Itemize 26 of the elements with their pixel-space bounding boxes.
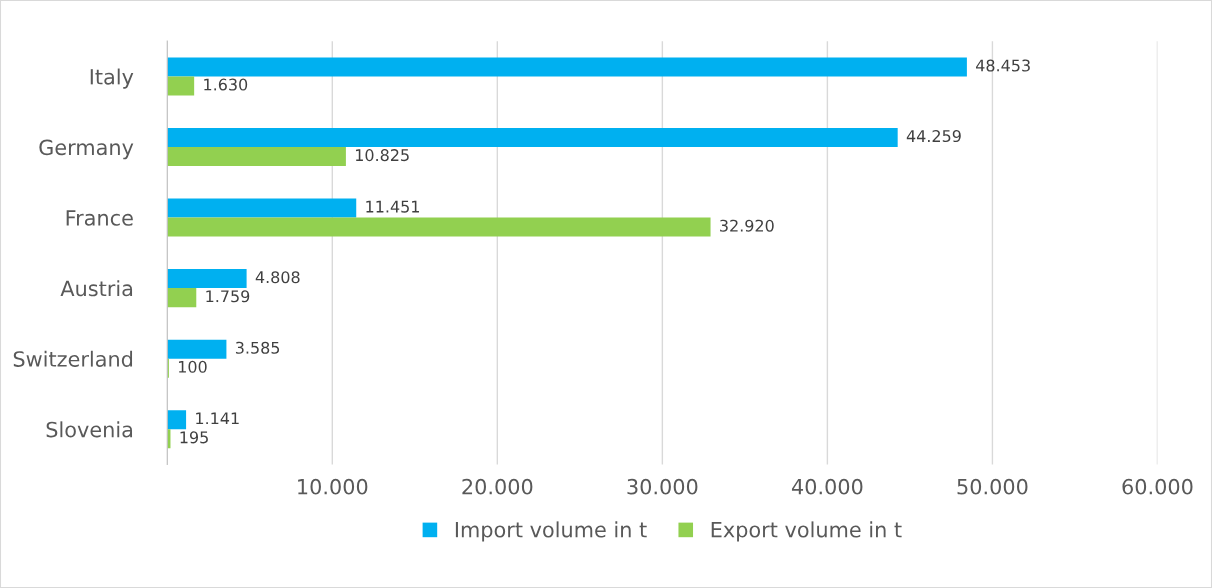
x-tick-label: 20.000 [462,478,533,495]
data-label: 1.759 [206,290,250,303]
x-tick-label: 10.000 [298,478,368,495]
y-tick-label: Switzerland [13,350,133,367]
y-tick-label: Germany [39,139,134,160]
data-label: 48.453 [976,59,1030,72]
y-tick-label: Austria [60,280,133,297]
x-tick-label: 60.000 [1122,478,1193,495]
data-label: 195 [180,431,208,444]
y-tick-label: France [66,210,133,226]
x-tick-label: 30.000 [627,478,698,495]
data-label: 44.259 [906,130,961,143]
data-label: 11.451 [366,200,419,213]
x-tick-label: 40.000 [791,478,863,495]
x-tick-label: 50.000 [957,478,1028,495]
data-label: 10.825 [355,149,409,162]
data-label: 100 [178,360,207,373]
y-tick-label: Slovenia [46,421,133,438]
data-label: 4.808 [255,271,300,284]
legend-label: Import volume in t [455,521,647,542]
y-tick-label: Italy [90,68,134,89]
legend-label: Export volume in t [711,521,902,542]
data-label: 1.630 [204,78,248,91]
data-label: 3.585 [235,341,280,354]
data-label: 32.920 [720,219,774,232]
data-label: 1.141 [196,412,239,425]
